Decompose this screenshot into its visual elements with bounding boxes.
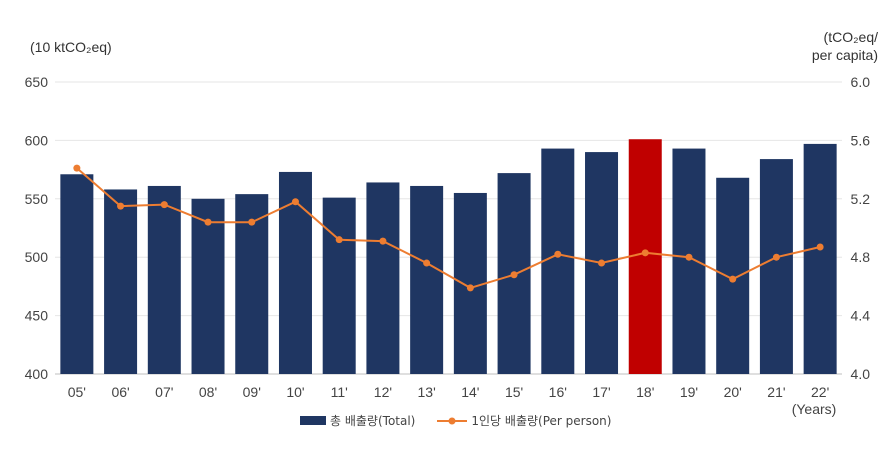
legend-label-total: 총 배출량(Total)	[330, 414, 416, 428]
per-person-point	[248, 218, 256, 226]
per-person-point	[729, 275, 737, 283]
per-person-point	[510, 271, 518, 279]
per-person-point	[554, 250, 562, 258]
per-person-point	[291, 198, 299, 206]
per-person-point	[73, 164, 81, 172]
x-tick-label: 19'	[680, 384, 698, 400]
legend-item-total: 총 배출량(Total)	[300, 412, 415, 429]
per-person-point	[204, 218, 212, 226]
x-tick-label: 05'	[68, 384, 86, 400]
right-tick-label: 5.6	[851, 132, 871, 148]
left-tick-label: 400	[25, 366, 49, 382]
per-person-point	[772, 253, 780, 261]
bar-10'	[278, 171, 312, 374]
per-person-point	[423, 259, 431, 267]
right-tick-label: 4.4	[851, 308, 871, 324]
bar-19'	[672, 148, 706, 374]
bar-08'	[191, 198, 225, 374]
right-tick-label: 4.8	[851, 249, 871, 265]
per-person-point	[598, 259, 606, 267]
left-tick-label: 500	[25, 249, 49, 265]
legend-label-per-person: 1인당 배출량(Per person)	[471, 414, 612, 428]
bar-21'	[759, 159, 793, 374]
x-tick-label: 10'	[286, 384, 304, 400]
x-tick-label: 16'	[549, 384, 567, 400]
x-axis-ticks: 05' 06' 07' 08' 09' 10' 11' 12' 13' 14' 15' 16' 17' 1…	[68, 384, 830, 400]
left-axis-unit: (10 ktCO₂eq)	[30, 39, 112, 55]
left-tick-label: 550	[25, 191, 49, 207]
per-person-point	[816, 243, 824, 251]
x-tick-label: 07'	[155, 384, 173, 400]
per-person-point	[466, 284, 474, 292]
legend-bar-swatch	[300, 416, 326, 425]
legend-item-per-person: 1인당 배출량(Per person)	[437, 412, 611, 429]
line-series	[73, 164, 824, 292]
x-tick-label: 08'	[199, 384, 217, 400]
per-person-point	[117, 202, 125, 210]
x-tick-label: 21'	[767, 384, 785, 400]
per-person-point	[641, 249, 649, 257]
bar-22'	[803, 143, 837, 374]
left-tick-label: 600	[25, 132, 49, 148]
per-person-point	[685, 253, 693, 261]
x-tick-label: 11'	[331, 384, 348, 400]
x-tick-label: 15'	[505, 384, 523, 400]
per-person-point	[160, 201, 168, 209]
right-axis-unit-line2: per capita)	[811, 47, 878, 63]
right-axis-unit: (tCO₂eq/ per capita)	[812, 28, 878, 64]
bar-11'	[322, 197, 356, 374]
right-tick-label: 5.2	[851, 191, 871, 207]
bar-06'	[104, 189, 138, 374]
per-person-point	[379, 237, 387, 245]
x-tick-label: 20'	[724, 384, 742, 400]
x-tick-label: 13'	[418, 384, 436, 400]
bar-series	[60, 139, 837, 374]
x-tick-label: 17'	[592, 384, 610, 400]
x-tick-label: 09'	[243, 384, 261, 400]
x-tick-label: 06'	[111, 384, 129, 400]
bar-13'	[410, 185, 444, 374]
per-person-point	[335, 236, 343, 244]
x-axis-unit: (Years)	[792, 401, 837, 417]
legend: 총 배출량(Total) 1인당 배출량(Per person)	[300, 412, 633, 429]
legend-line-swatch	[437, 417, 468, 424]
bar-05'	[60, 174, 94, 374]
bar-18'	[628, 139, 662, 374]
right-tick-label: 4.0	[851, 366, 871, 382]
x-tick-label: 22'	[811, 384, 829, 400]
right-axis-ticks: 4.0 4.4 4.8 5.2 5.6 6.0	[851, 74, 871, 382]
right-tick-label: 6.0	[851, 74, 871, 90]
left-tick-label: 650	[25, 74, 49, 90]
left-tick-label: 450	[25, 308, 49, 324]
x-tick-label: 14'	[461, 384, 479, 400]
x-tick-label: 12'	[374, 384, 392, 400]
right-axis-unit-line1: (tCO₂eq/	[823, 29, 878, 45]
bar-12'	[366, 182, 400, 374]
per-person-line	[76, 167, 821, 289]
x-tick-label: 18'	[636, 384, 654, 400]
bar-16'	[541, 148, 575, 374]
grid-lines	[55, 81, 842, 375]
bar-14'	[453, 192, 487, 374]
bar-07'	[147, 185, 181, 374]
left-axis-ticks: 400 450 500 550 600 650	[25, 74, 49, 382]
